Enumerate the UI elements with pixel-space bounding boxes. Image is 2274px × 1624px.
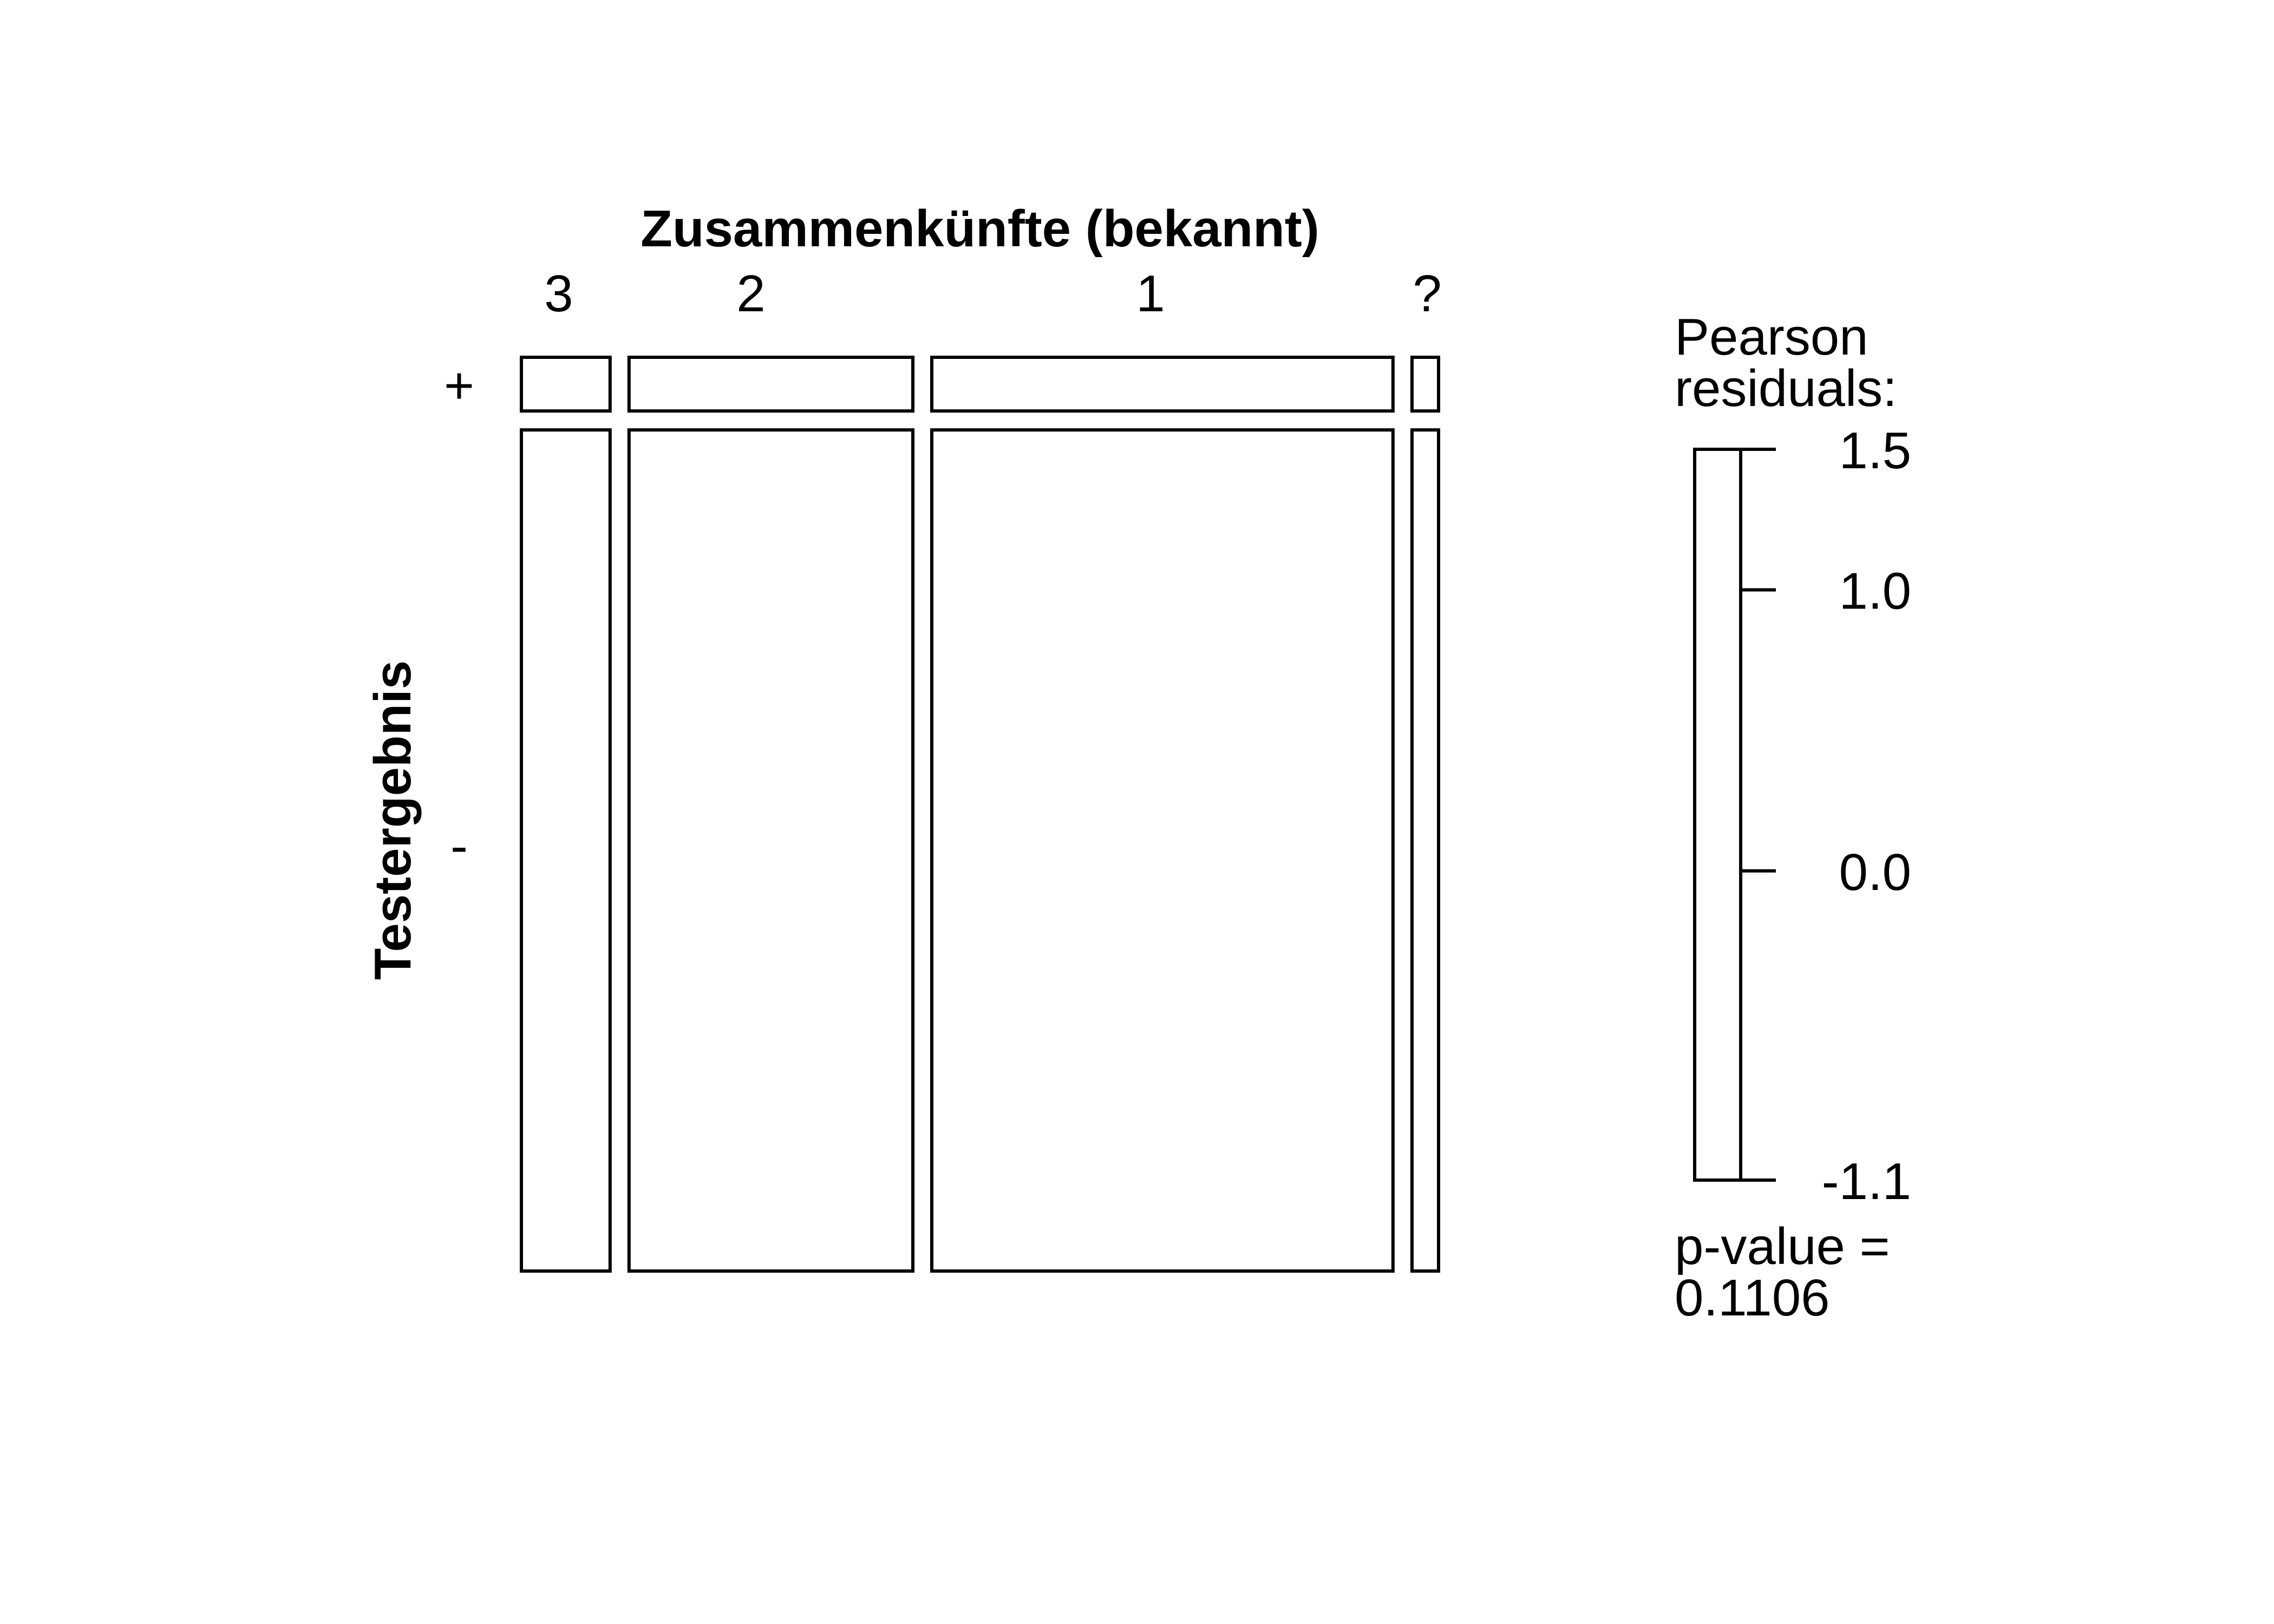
legend-ticks: 1.5 1.0 0.0 -1.1	[1741, 422, 1911, 1210]
col-label-3: 3	[544, 265, 573, 323]
col-label-1: 1	[1136, 265, 1165, 323]
tile-plus-col-3	[520, 356, 612, 413]
legend-title-line2: residuals:	[1675, 359, 1897, 417]
legend-tick-label: 1.0	[1839, 562, 1911, 620]
row-label-plus: +	[444, 357, 474, 415]
legend-tick-label: -1.1	[1822, 1152, 1911, 1210]
legend-title-line1: Pearson	[1675, 308, 1868, 366]
tile-minus-col-unknown	[1410, 428, 1440, 1273]
tile-minus-col-3	[520, 428, 612, 1273]
tile-plus-col-unknown	[1410, 356, 1440, 413]
chart-title: Zusammenkünfte (bekannt)	[641, 200, 1319, 258]
mosaic-tiles	[520, 356, 1440, 1273]
tile-minus-col-2	[627, 428, 915, 1273]
tile-plus-col-1	[930, 356, 1395, 413]
row-label-minus: -	[450, 817, 468, 875]
legend-color-bar	[1693, 448, 1742, 1182]
legend-tick-label: 0.0	[1839, 843, 1911, 901]
col-label-unknown: ?	[1413, 265, 1441, 323]
pvalue-line1: p-value =	[1675, 1217, 1890, 1275]
legend-tick-label: 1.5	[1839, 422, 1911, 480]
col-label-2: 2	[736, 265, 765, 323]
pvalue-line2: 0.1106	[1675, 1269, 1830, 1327]
tile-minus-col-1	[930, 428, 1395, 1273]
tile-plus-col-2	[627, 356, 915, 413]
residual-legend: Pearson residuals: 1.5 1.0 0.0 -1.1 p-value…	[1675, 308, 1911, 1327]
y-axis-title: Testergebnis	[364, 660, 422, 980]
